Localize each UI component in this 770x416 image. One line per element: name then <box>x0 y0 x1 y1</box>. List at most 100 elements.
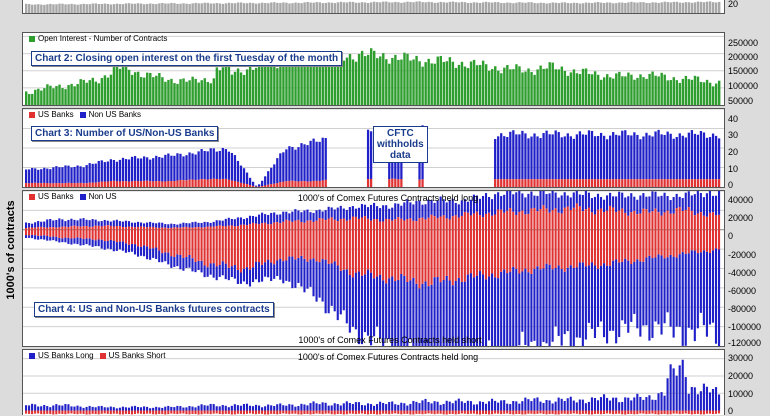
chart3-bar-us <box>718 179 720 187</box>
chart4-bar-us-short <box>600 230 602 266</box>
chart5-bar-short <box>191 411 193 414</box>
chart5-bar-long <box>539 402 541 411</box>
chart1-bar <box>116 4 118 13</box>
chart2-bar <box>691 80 693 105</box>
chart5-bar-short <box>552 411 554 414</box>
chart5-bar-short <box>397 411 399 414</box>
chart5-bar-short <box>645 411 647 415</box>
chart5-bar-short <box>319 411 321 414</box>
chart1-bar <box>437 3 439 13</box>
chart2-bar <box>149 73 151 105</box>
chart3-bar-nonus <box>155 156 157 181</box>
chart5-bar-short <box>657 411 659 415</box>
chart3-bar-nonus <box>670 134 672 179</box>
chart4-bar-us-long <box>437 218 439 229</box>
chart4-bar-us-long <box>558 213 560 230</box>
chart3-bar-nonus <box>210 148 212 179</box>
chart2-bar <box>682 79 684 105</box>
chart1-bar <box>524 3 526 13</box>
chart4-bar-us-long <box>682 211 684 230</box>
chart1-bar <box>564 2 566 13</box>
chart4-bar-us-short <box>110 230 112 240</box>
chart5-bar-short <box>427 411 429 414</box>
chart5-bar-short <box>194 411 196 414</box>
chart4-bar-nonus-long <box>113 220 115 226</box>
chart5-bar-long <box>164 407 166 411</box>
chart4-bar-nonus-short <box>219 265 221 277</box>
chart3-bar-nonus <box>561 137 563 179</box>
chart5-bar-long <box>670 364 672 410</box>
chart4-bar-us-long <box>140 226 142 229</box>
chart3-bar-us <box>636 179 638 187</box>
chart1-bar <box>361 2 363 13</box>
chart3-legend-us: US Banks <box>38 110 74 119</box>
chart5-bar-long <box>588 402 590 411</box>
chart2-bar <box>427 59 429 105</box>
chart5-bar-long <box>415 402 417 411</box>
chart4-bar-us-long <box>346 221 348 230</box>
chart1-bar <box>201 3 203 13</box>
chart4-bar-nonus-short <box>322 259 324 301</box>
chart3-bar-nonus <box>300 143 302 181</box>
chart4-bar-us-short <box>37 230 39 236</box>
chart4-bar-nonus-long <box>273 212 275 222</box>
chart4-bar-us-short <box>473 230 475 278</box>
chart4-bar-nonus-short <box>597 269 599 327</box>
chart5-bar-long <box>567 398 569 410</box>
chart2-bar <box>639 74 641 105</box>
chart1-bar <box>573 3 575 13</box>
chart2-bar <box>461 62 463 105</box>
chart1-bar <box>542 3 544 13</box>
chart4-bar-us-long <box>207 227 209 230</box>
chart4-bar-nonus-long <box>288 213 290 220</box>
chart4-bar-nonus-short <box>194 262 196 272</box>
chart1-bar <box>273 2 275 13</box>
chart5-bar-long <box>334 403 336 410</box>
chart5-bar-short <box>128 411 130 415</box>
chart4-bar-nonus-short <box>43 235 45 239</box>
chart3-bar-us <box>597 179 599 187</box>
chart2-bar <box>79 79 81 105</box>
chart5-bar-short <box>473 411 475 414</box>
chart4-bar-us-short <box>258 230 260 262</box>
chart4-bar-nonus-long <box>352 206 354 216</box>
chart4-bar-us-long <box>518 212 520 230</box>
chart3-bar-nonus <box>545 131 547 180</box>
chart5-bar-long <box>255 405 257 411</box>
chart1-bar <box>152 4 154 13</box>
chart5-bar-short <box>261 411 263 414</box>
chart3-bar-us <box>222 179 224 187</box>
chart5-bar-long <box>621 402 623 411</box>
chart4-bar-us-long <box>467 213 469 230</box>
chart2-bar <box>194 79 196 105</box>
chart1-bar <box>346 2 348 13</box>
chart5-bar-short <box>216 411 218 414</box>
chart5-bar-long <box>476 404 478 410</box>
chart3-bar-us <box>691 179 693 187</box>
chart4-bar-nonus-short <box>645 258 647 326</box>
chart4-bar-us-long <box>585 209 587 230</box>
chart5-bar-long <box>306 405 308 410</box>
chart4-bar-nonus-short <box>98 239 100 246</box>
chart4-bar-nonus-short <box>343 270 345 310</box>
chart4-bar-us-long <box>364 216 366 230</box>
chart3-bar-us <box>185 180 187 187</box>
chart3-bar-nonus <box>264 176 266 185</box>
chart5-bar-short <box>101 411 103 414</box>
chart3-bar-us <box>282 182 284 187</box>
chart4-bar-us-long <box>409 218 411 229</box>
chart4-bar-us-short <box>355 230 357 273</box>
chart5-bar-long <box>370 404 372 410</box>
chart5-bar-long <box>143 406 145 410</box>
chart5-bar-long <box>158 407 160 410</box>
chart4-bar-us-short <box>618 230 620 263</box>
chart4-bar-nonus-long <box>82 218 84 226</box>
chart5-bar-long <box>430 403 432 410</box>
chart4-bar-nonus-long <box>213 222 215 227</box>
chart3-tick: 40 <box>728 114 738 124</box>
chart4-bar-nonus-long <box>225 219 227 227</box>
chart1-bar <box>449 2 451 13</box>
chart1-bar <box>146 4 148 13</box>
chart5-bar-long <box>688 394 690 411</box>
chart3-bar-nonus <box>325 138 327 180</box>
